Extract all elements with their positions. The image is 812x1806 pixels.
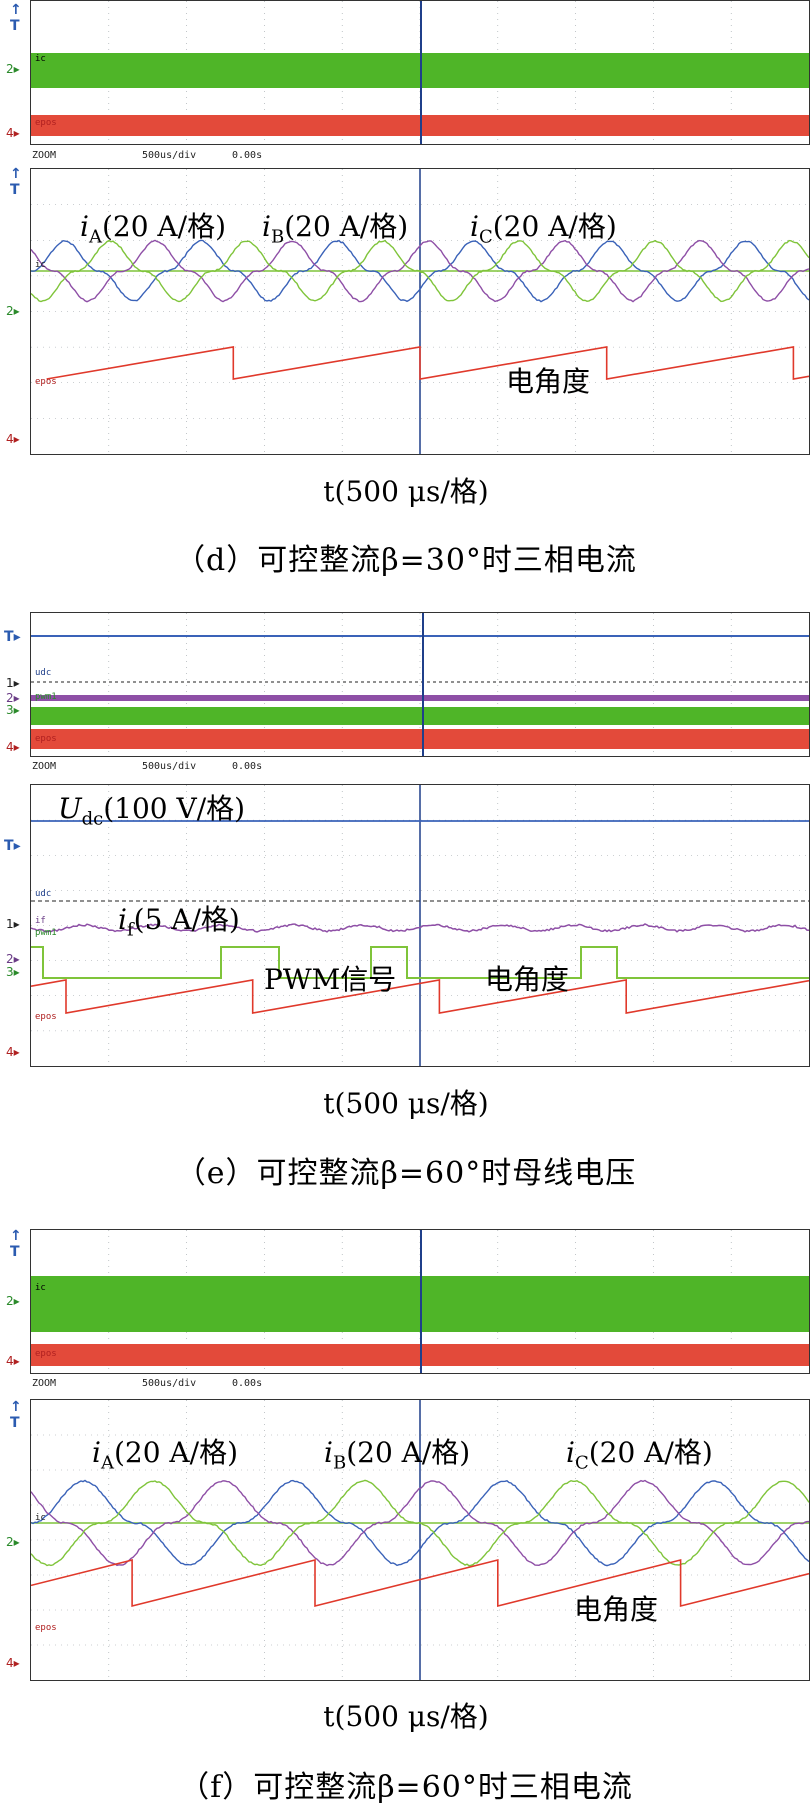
zoom-scale: 500us/div <box>142 150 196 161</box>
ch4-marker: 4▸ <box>6 1354 20 1368</box>
tag-pwm1: pwm1 <box>35 692 57 702</box>
trigger-marker: ↑ T <box>10 1228 22 1260</box>
zoom-scale: 500us/div <box>142 761 196 772</box>
overview-strip-svg-d: ic epos <box>31 1 809 144</box>
trigger-marker: ↑ T <box>10 1399 22 1431</box>
ch4-marker: 4▸ <box>6 1045 20 1059</box>
time-axis-label-d: t(500 μs/格) <box>0 470 812 510</box>
label-angle-d: 电角度 <box>506 360 590 400</box>
caption-f: （f）可控整流β=60°时三相电流 <box>0 1762 812 1806</box>
zoom-label: ZOOM <box>32 150 56 161</box>
tag-epos: epos <box>35 1012 57 1022</box>
trigger-marker: ↑ T <box>10 2 22 34</box>
time-axis-label-f: t(500 μs/格) <box>0 1695 812 1735</box>
label-iB-d: iB(20 A/格) <box>262 205 408 248</box>
if-band <box>31 695 809 701</box>
tag-epos: epos <box>35 1349 57 1359</box>
ch4-marker: 4▸ <box>6 740 20 754</box>
label-angle-e: 电角度 <box>485 958 569 998</box>
ch4-marker: 4▸ <box>6 126 20 140</box>
zoom-label: ZOOM <box>32 1378 56 1389</box>
tag-ic: ic <box>35 1283 46 1293</box>
trigger-marker: ↑ T <box>10 166 22 198</box>
tag-epos: epos <box>35 734 57 744</box>
ch2-marker: 2▸ <box>6 304 20 318</box>
ch2-marker: 2▸ <box>6 62 20 76</box>
zoom-row-d: ZOOM 500us/div 0.00s <box>32 150 632 164</box>
tag-ic: ic <box>35 260 46 270</box>
label-angle-f: 电角度 <box>574 1588 658 1628</box>
label-udc-e: Udc(100 V/格) <box>58 787 245 830</box>
label-iC-d: iC(20 A/格) <box>470 205 617 248</box>
overview-strip-e: udc pwm1 epos <box>30 612 810 757</box>
ch2-marker: 2▸ <box>6 1294 20 1308</box>
tag-pwm1: pwm1 <box>35 928 57 938</box>
overview-strip-svg-e: udc pwm1 epos <box>31 613 809 756</box>
ch1-marker: 1▸ <box>6 917 20 931</box>
label-pwm-e: PWM信号 <box>264 958 396 998</box>
zoom-row-e: ZOOM 500us/div 0.00s <box>32 761 632 775</box>
pwm-band <box>31 707 809 725</box>
overview-strip-f: ic epos <box>30 1229 810 1374</box>
label-iC-f: iC(20 A/格) <box>566 1431 713 1474</box>
zoom-row-f: ZOOM 500us/div 0.00s <box>32 1378 632 1392</box>
tag-epos: epos <box>35 118 57 128</box>
trigger-marker: T▸ <box>4 629 21 645</box>
zoom-offset: 0.00s <box>232 150 262 161</box>
ch1-marker: 1▸ <box>6 676 20 690</box>
ch2-marker: 2▸ <box>6 952 20 966</box>
overview-strip-d: ic epos <box>30 0 810 145</box>
caption-e: （e）可控整流β=60°时母线电压 <box>0 1148 812 1192</box>
tag-ic: ic <box>35 54 46 64</box>
time-axis-label-e: t(500 μs/格) <box>0 1082 812 1122</box>
tag-epos: epos <box>35 377 57 387</box>
tag-udc: udc <box>35 668 51 678</box>
label-iA-f: iA(20 A/格) <box>92 1431 238 1474</box>
ch3-marker: 3▸ <box>6 703 20 717</box>
caption-d: （d）可控整流β=30°时三相电流 <box>0 535 812 579</box>
label-iB-f: iB(20 A/格) <box>324 1431 470 1474</box>
trigger-marker: T▸ <box>4 838 21 854</box>
overview-strip-svg-f: ic epos <box>31 1230 809 1373</box>
label-if-e: if(5 A/格) <box>118 898 240 941</box>
epos-band <box>31 729 809 749</box>
ch3-marker: 3▸ <box>6 965 20 979</box>
tag-if: if <box>35 916 46 926</box>
zoom-offset: 0.00s <box>232 761 262 772</box>
tag-udc: udc <box>35 889 51 899</box>
tag-ic: ic <box>35 1513 46 1523</box>
tag-epos: epos <box>35 1623 57 1633</box>
zoom-scale: 500us/div <box>142 1378 196 1389</box>
zoom-offset: 0.00s <box>232 1378 262 1389</box>
label-iA-d: iA(20 A/格) <box>80 205 226 248</box>
ch4-marker: 4▸ <box>6 1656 20 1670</box>
electrical-angle-trace <box>47 347 809 379</box>
ch4-marker: 4▸ <box>6 432 20 446</box>
ch2-marker: 2▸ <box>6 1535 20 1549</box>
zoom-label: ZOOM <box>32 761 56 772</box>
